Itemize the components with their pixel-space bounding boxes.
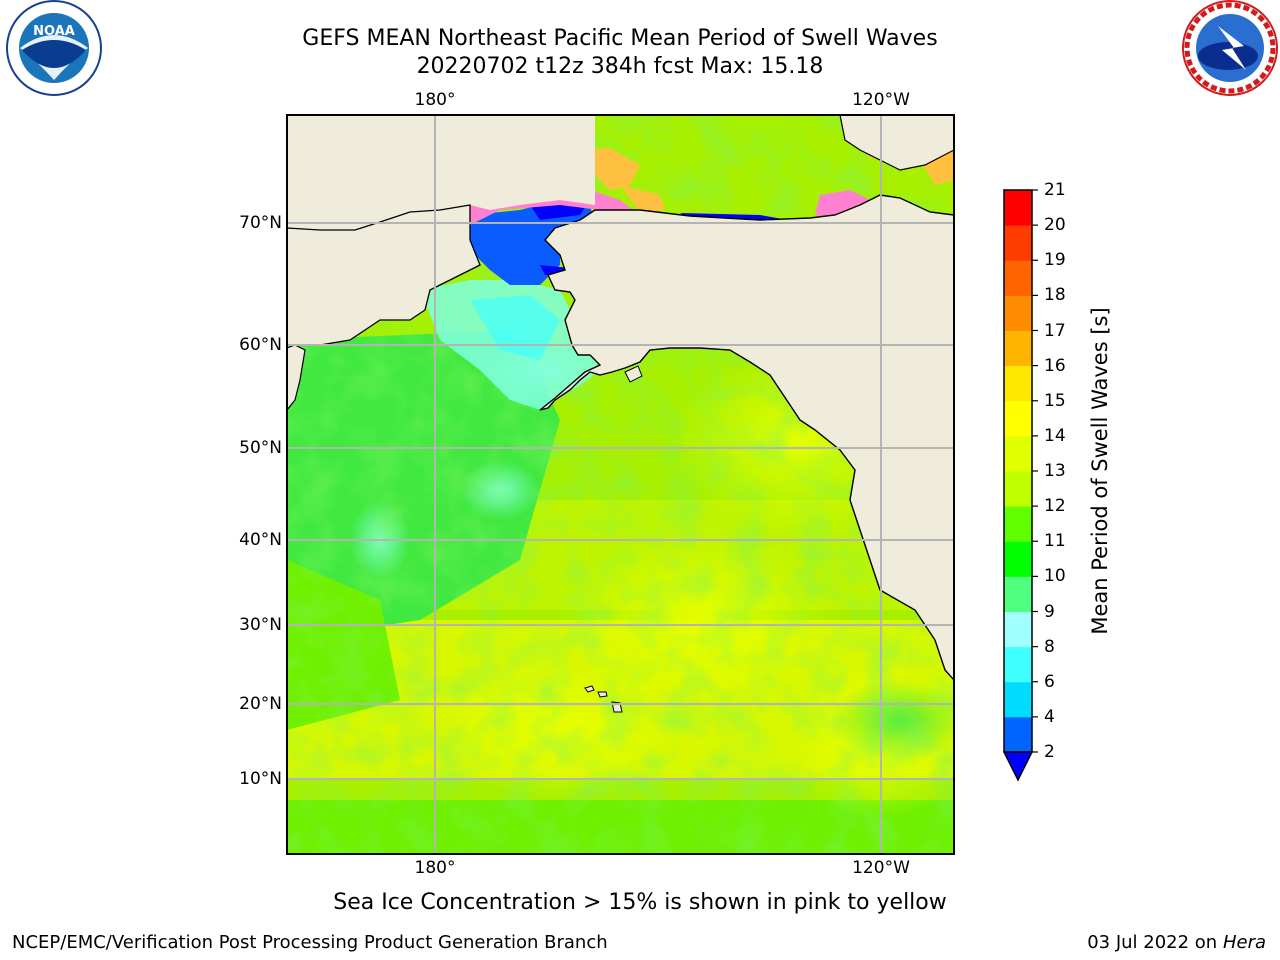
colorbar-segment-12 (1004, 471, 1032, 507)
land-asia (287, 115, 595, 230)
lon-label-bottom-120w: 120°W (852, 858, 910, 878)
colorbar (1002, 189, 1038, 782)
svg-text:NOAA: NOAA (33, 24, 75, 39)
colorbar-extend-min (1002, 751, 1034, 782)
lat-label-70n: 70°N (239, 213, 282, 233)
colorbar-segment-10 (1004, 541, 1032, 577)
colorbar-segment-11 (1004, 506, 1032, 542)
colorbar-segment-15 (1004, 365, 1032, 402)
footer-date-text: 03 Jul 2022 on (1087, 932, 1223, 953)
colorbar-tick-label-4: 4 (1044, 706, 1055, 727)
colorbar-segment-4 (1004, 681, 1032, 718)
lat-label-10n: 10°N (239, 769, 282, 789)
colorbar-tick-label-8: 8 (1044, 636, 1055, 657)
colorbar-tick-label-10: 10 (1044, 566, 1066, 587)
colorbar-segment-16 (1004, 330, 1032, 367)
map-frame (286, 114, 955, 855)
nws-logo (1182, 0, 1278, 96)
colorbar-segment-19 (1004, 225, 1032, 261)
colorbar-tick-label-16: 16 (1044, 355, 1066, 376)
colorbar-segment-8 (1004, 611, 1032, 648)
footer-date: 03 Jul 2022 on Hera (1087, 932, 1266, 953)
lon-label-bottom-180: 180° (414, 858, 456, 878)
chart-title: GEFS MEAN Northeast Pacific Mean Period … (302, 26, 938, 51)
colorbar-tick-label-17: 17 (1044, 320, 1066, 341)
colorbar-segment-13 (1004, 435, 1032, 472)
colorbar-tick-label-6: 6 (1044, 671, 1055, 692)
colorbar-segment-20 (1004, 190, 1032, 226)
colorbar-tick-label-19: 19 (1044, 250, 1066, 271)
lat-label-50n: 50°N (239, 438, 282, 458)
colorbar-segment-6 (1004, 646, 1032, 683)
colorbar-tick-label-2: 2 (1044, 742, 1055, 762)
colorbar-tick-label-13: 13 (1044, 461, 1066, 481)
map-area (287, 115, 954, 854)
footer-credit: NCEP/EMC/Verification Post Processing Pr… (12, 932, 608, 953)
noaa-logo: NOAA (6, 0, 102, 96)
colorbar-tick-label-9: 9 (1044, 601, 1055, 622)
colorbar-segment-17 (1004, 295, 1032, 331)
colorbar-segment-2 (1004, 716, 1032, 753)
colorbar-tick-label-12: 12 (1044, 496, 1066, 517)
lat-label-30n: 30°N (239, 615, 282, 635)
colorbar-segment-9 (1004, 576, 1032, 612)
lon-label-top-180: 180° (414, 90, 456, 110)
sea-ice-annotation: Sea Ice Concentration > 15% is shown in … (333, 890, 947, 915)
lon-label-top-120w: 120°W (852, 90, 910, 110)
land-north-america (539, 194, 954, 682)
lat-label-60n: 60°N (239, 335, 282, 355)
colorbar-tick-label-15: 15 (1044, 390, 1066, 411)
colorbar-segment-14 (1004, 400, 1032, 437)
chart-subtitle: 20220702 t12z 384h fcst Max: 15.18 (416, 54, 824, 79)
colorbar-tick-label-21: 21 (1044, 180, 1066, 200)
colorbar-label: Mean Period of Swell Waves [s] (1088, 307, 1112, 635)
footer-host: Hera (1222, 932, 1266, 953)
lat-label-40n: 40°N (239, 530, 282, 550)
colorbar-tick-label-11: 11 (1044, 531, 1066, 552)
lat-label-20n: 20°N (239, 694, 282, 714)
colorbar-tick-label-18: 18 (1044, 285, 1066, 306)
colorbar-tick-label-14: 14 (1044, 425, 1066, 446)
gridlines (287, 115, 954, 854)
colorbar-segment-18 (1004, 260, 1032, 296)
colorbar-tick-label-20: 20 (1044, 215, 1066, 236)
